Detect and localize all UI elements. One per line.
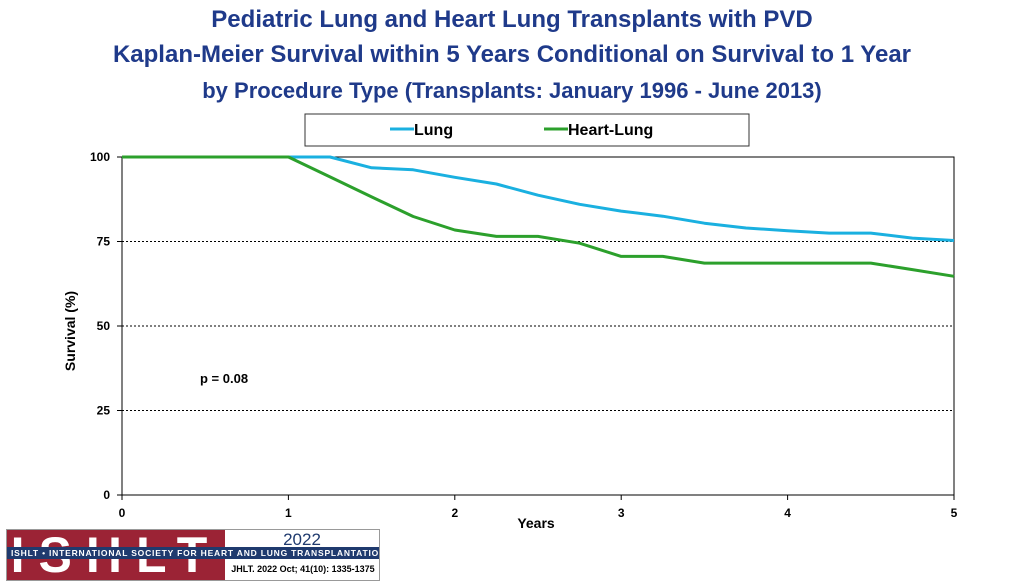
chart-subtitle-2: by Procedure Type (Transplants: January … [202, 78, 822, 103]
grid-lines [122, 241, 954, 411]
y-axis: 0 25 50 75 100 [90, 150, 122, 502]
legend-label-heart-lung: Heart-Lung [568, 122, 653, 139]
x-axis-label: Years [517, 515, 555, 530]
survival-chart: Lung Heart-Lung 0 25 50 75 100 0 1 2 3 4 5 Years S… [62, 113, 958, 530]
y-tick-label: 100 [90, 150, 110, 164]
legend-label-lung: Lung [414, 122, 453, 139]
x-tick-label: 5 [951, 506, 958, 520]
x-tick-label: 4 [784, 506, 791, 520]
legend-box [304, 113, 750, 147]
x-tick-label: 2 [451, 506, 458, 520]
series-line-lung [122, 155, 955, 242]
chart-subtitle: Kaplan-Meier Survival within 5 Years Con… [112, 41, 912, 68]
series-line-heart-lung [122, 155, 955, 278]
logo-org-name: ISHLT • INTERNATIONAL SOCIETY FOR HEART … [7, 547, 379, 559]
y-tick-label: 25 [97, 404, 111, 418]
y-tick-label: 0 [103, 488, 110, 502]
x-tick-label: 1 [285, 506, 292, 520]
x-axis: 0 1 2 3 4 5 [119, 495, 958, 520]
y-tick-label: 50 [97, 319, 111, 333]
chart-title: Pediatric Lung and Heart Lung Transplant… [211, 6, 813, 33]
p-value-annotation: p = 0.08 [200, 371, 248, 386]
report-year: 2022 [283, 530, 321, 549]
x-tick-label: 3 [618, 506, 625, 520]
legend: Lung Heart-Lung [304, 113, 750, 147]
y-tick-label: 75 [97, 235, 111, 249]
series-lines [122, 155, 955, 278]
ishlt-logo: ISHLT ISHLT • INTERNATIONAL SOCIETY FOR … [6, 529, 380, 581]
citation: JHLT. 2022 Oct; 41(10): 1335-1375 [231, 564, 375, 574]
y-axis-label: Survival (%) [62, 291, 78, 371]
x-tick-label: 0 [119, 506, 126, 520]
